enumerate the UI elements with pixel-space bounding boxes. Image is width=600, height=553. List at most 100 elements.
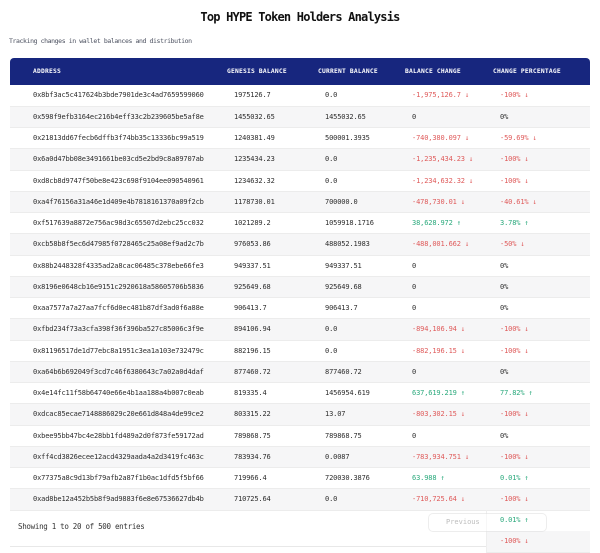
genesis-balance-cell: 949337.51 (219, 255, 310, 277)
overflow-cell-bg-2 (486, 531, 590, 553)
balance-change-cell: -740,380.097 ↓ (397, 127, 485, 150)
address-cell: 0x77375a8c9d13bf79afb2a87f1b0ac1dfd5f5bf… (10, 467, 219, 490)
genesis-balance-cell: 1455032.65 (219, 106, 310, 129)
address-cell: 0x6a0d47bb08e3491661be03cd5e2bd9c8a89707… (10, 148, 219, 171)
balance-change-cell: 38,628.972 ↑ (397, 212, 485, 235)
address-cell: 0xad8be12a452b5b8f9ad9883f6e8e67536627db… (10, 488, 219, 511)
genesis-balance-cell: 803315.22 (219, 403, 310, 426)
genesis-balance-cell: 1178730.01 (219, 191, 310, 214)
table-row: 0x21813dd67fecb6dffb3f74bb35c13336bc99a5… (10, 127, 590, 150)
overflow-percentage-value: -100% ↓ (500, 537, 529, 546)
current-balance-cell: 949337.51 (310, 255, 397, 277)
address-cell: 0xaa7577a7a27aa7fcf6d0ec481b87df3ad0f6a8… (10, 297, 219, 320)
table-row: 0xdcac85ecae7148886029c20e661d848a4de99c… (10, 403, 590, 426)
change-percentage-cell: -100% ↓ (485, 403, 590, 426)
balance-change-cell: 0 (397, 425, 485, 447)
change-percentage-cell: 0% (485, 276, 590, 299)
column-header-change-percentage[interactable]: CHANGE PERCENTAGE (485, 58, 590, 85)
balance-change-cell: 0 (397, 361, 485, 384)
table-bottom-divider (10, 546, 590, 547)
address-cell: 0xa4f76156a31a46e1d409e4b7818161370a09f2… (10, 191, 219, 214)
address-cell: 0xff4cd3826ecee12acd4329aada4a2d3419fc46… (10, 446, 219, 469)
change-percentage-cell: 3.78% ↑ (485, 212, 590, 235)
change-percentage-cell: -59.69% ↓ (485, 127, 590, 150)
change-percentage-cell: 0% (485, 425, 590, 447)
current-balance-cell: 700000.0 (310, 191, 397, 214)
current-balance-cell: 0.0 (310, 85, 397, 107)
change-percentage-cell: -100% ↓ (485, 318, 590, 341)
table-row: 0xad8be12a452b5b8f9ad9883f6e8e67536627db… (10, 488, 590, 511)
holders-table: ADDRESS GENESIS BALANCE CURRENT BALANCE … (10, 58, 590, 511)
change-percentage-cell: 0% (485, 297, 590, 320)
genesis-balance-cell: 894106.94 (219, 318, 310, 341)
table-row: 0xa64b6b692049f3cd7c46f6380643c7a02a0d4d… (10, 361, 590, 384)
balance-change-cell: 0 (397, 297, 485, 320)
balance-change-cell: -894,106.94 ↓ (397, 318, 485, 341)
current-balance-cell: 906413.7 (310, 297, 397, 320)
entries-count-label: Showing 1 to 20 of 500 entries (18, 522, 145, 531)
change-percentage-cell: -40.61% ↓ (485, 191, 590, 214)
column-header-genesis-balance[interactable]: GENESIS BALANCE (219, 58, 310, 85)
genesis-balance-cell: 976053.86 (219, 233, 310, 256)
current-balance-cell: 0.0 (310, 170, 397, 192)
genesis-balance-cell: 882196.15 (219, 340, 310, 362)
balance-change-cell: -882,196.15 ↓ (397, 340, 485, 362)
table-row: 0x4e14fc11f58b64740e66e4b1aa188a4b007c0e… (10, 382, 590, 405)
address-cell: 0x598f9efb3164ec216b4eff33c2b239605be5af… (10, 106, 219, 129)
change-percentage-cell: -100% ↓ (485, 148, 590, 171)
genesis-balance-cell: 719966.4 (219, 467, 310, 490)
table-row: 0xfbd234f73a3cfa398f36f396ba527c85006c3f… (10, 318, 590, 341)
change-percentage-cell: -100% ↓ (485, 340, 590, 362)
change-percentage-cell: 0% (485, 106, 590, 129)
previous-page-button[interactable]: Previous (428, 513, 547, 532)
current-balance-cell: 0.0 (310, 318, 397, 341)
column-header-address[interactable]: ADDRESS (10, 58, 219, 85)
balance-change-cell: 637,619.219 ↑ (397, 382, 485, 405)
address-cell: 0xd8cb8d9747f50be8e423c698f9104ee0905409… (10, 170, 219, 192)
table-body: 0x8bf3ac5c417624b3bde7901de3c4ad76595990… (10, 85, 590, 511)
table-row: 0x88b2448328f4335ad2a8cac06485c378ebe66f… (10, 255, 590, 277)
genesis-balance-cell: 783934.76 (219, 446, 310, 469)
current-balance-cell: 925649.68 (310, 276, 397, 299)
balance-change-cell: -1,234,632.32 ↓ (397, 170, 485, 192)
table-row: 0xf517639a8872e756ac98d3c65507d2ebc25cc0… (10, 212, 590, 235)
genesis-balance-cell: 906413.7 (219, 297, 310, 320)
address-cell: 0x88b2448328f4335ad2a8cac06485c378ebe66f… (10, 255, 219, 277)
current-balance-cell: 0.0087 (310, 446, 397, 469)
balance-change-cell: 0 (397, 276, 485, 299)
address-cell: 0xfbd234f73a3cfa398f36f396ba527c85006c3f… (10, 318, 219, 341)
address-cell: 0xa64b6b692049f3cd7c46f6380643c7a02a0d4d… (10, 361, 219, 384)
change-percentage-cell: 77.82% ↑ (485, 382, 590, 405)
table-row: 0xa4f76156a31a46e1d409e4b7818161370a09f2… (10, 191, 590, 214)
address-cell: 0x81196517de1d77ebc8a1951c3ea1a103e73247… (10, 340, 219, 362)
change-percentage-cell: 0.01% ↑ (485, 467, 590, 490)
table-row: 0xd8cb8d9747f50be8e423c698f9104ee0905409… (10, 170, 590, 192)
genesis-balance-cell: 1975126.7 (219, 85, 310, 107)
change-percentage-cell: -100% ↓ (485, 446, 590, 469)
balance-change-cell: -803,302.15 ↓ (397, 403, 485, 426)
current-balance-cell: 1059918.1716 (310, 212, 397, 235)
balance-change-cell: -488,001.662 ↓ (397, 233, 485, 256)
change-percentage-cell: -100% ↓ (485, 85, 590, 107)
balance-change-cell: 0 (397, 255, 485, 277)
change-percentage-cell: -50% ↓ (485, 233, 590, 256)
page-title: Top HYPE Token Holders Analysis (200, 10, 400, 24)
address-cell: 0x8bf3ac5c417624b3bde7901de3c4ad76595990… (10, 85, 219, 107)
column-header-balance-change[interactable]: BALANCE CHANGE (397, 58, 485, 85)
column-header-current-balance[interactable]: CURRENT BALANCE (310, 58, 397, 85)
table-row: 0x8bf3ac5c417624b3bde7901de3c4ad76595990… (10, 85, 590, 107)
table-header: ADDRESS GENESIS BALANCE CURRENT BALANCE … (10, 58, 590, 85)
change-percentage-cell: -100% ↓ (485, 488, 590, 511)
address-cell: 0xbee95bb47bc4e28bb1fd489a2d0f873fe59172… (10, 425, 219, 447)
genesis-balance-cell: 1235434.23 (219, 148, 310, 171)
current-balance-cell: 500001.3935 (310, 127, 397, 150)
current-balance-cell: 0.0 (310, 148, 397, 171)
current-balance-cell: 0.0 (310, 340, 397, 362)
genesis-balance-cell: 1021289.2 (219, 212, 310, 235)
balance-change-cell: -1,235,434.23 ↓ (397, 148, 485, 171)
genesis-balance-cell: 789868.75 (219, 425, 310, 447)
table-row: 0x6a0d47bb08e3491661be03cd5e2bd9c8a89707… (10, 148, 590, 171)
balance-change-cell: -478,730.01 ↓ (397, 191, 485, 214)
table-row: 0x8196e0648cb16e9151c2920618a58605706b58… (10, 276, 590, 299)
table-row: 0xaa7577a7a27aa7fcf6d0ec481b87df3ad0f6a8… (10, 297, 590, 320)
